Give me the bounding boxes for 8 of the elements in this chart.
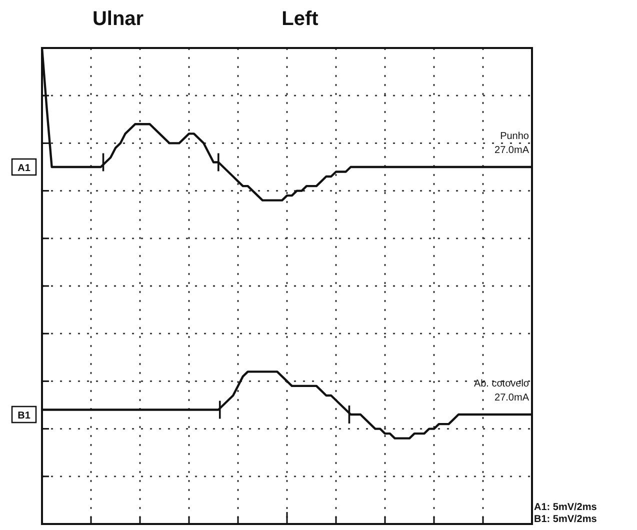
series-label: B1 [18,410,31,422]
annotation: Punho 27.0mA [494,131,530,156]
text: A1: 5mV/2ms [534,502,598,513]
chart-title: Ulnar [91,8,145,31]
annotation: Ab. cotovelo 27.0mA [474,378,530,404]
text: B1: 5mV/2ms [534,514,598,525]
text: A1 [18,163,31,174]
chart-subtitle: Left [280,8,320,31]
